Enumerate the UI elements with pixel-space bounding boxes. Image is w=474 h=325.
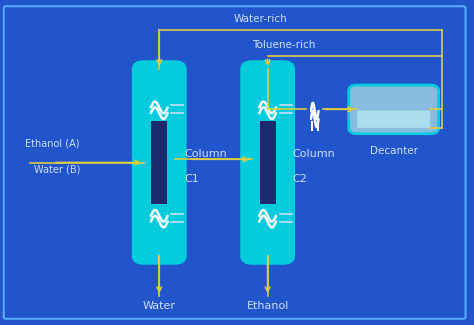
Text: Ethanol (A): Ethanol (A) xyxy=(25,138,80,149)
Text: Water (B): Water (B) xyxy=(35,164,81,174)
FancyBboxPatch shape xyxy=(357,111,430,128)
Text: Ethanol: Ethanol xyxy=(246,301,289,311)
Text: Column: Column xyxy=(292,150,335,160)
FancyBboxPatch shape xyxy=(4,6,465,319)
Bar xyxy=(260,121,275,204)
Text: C2: C2 xyxy=(292,174,307,184)
Text: Toluene-rich: Toluene-rich xyxy=(253,40,316,50)
FancyBboxPatch shape xyxy=(242,62,293,263)
FancyBboxPatch shape xyxy=(134,62,185,263)
FancyBboxPatch shape xyxy=(349,85,438,134)
Bar xyxy=(151,121,167,204)
Text: Water-rich: Water-rich xyxy=(234,14,287,24)
Text: Column: Column xyxy=(184,150,227,160)
Text: C1: C1 xyxy=(184,174,199,184)
Text: Water: Water xyxy=(143,301,176,311)
Text: Decanter: Decanter xyxy=(370,146,418,156)
